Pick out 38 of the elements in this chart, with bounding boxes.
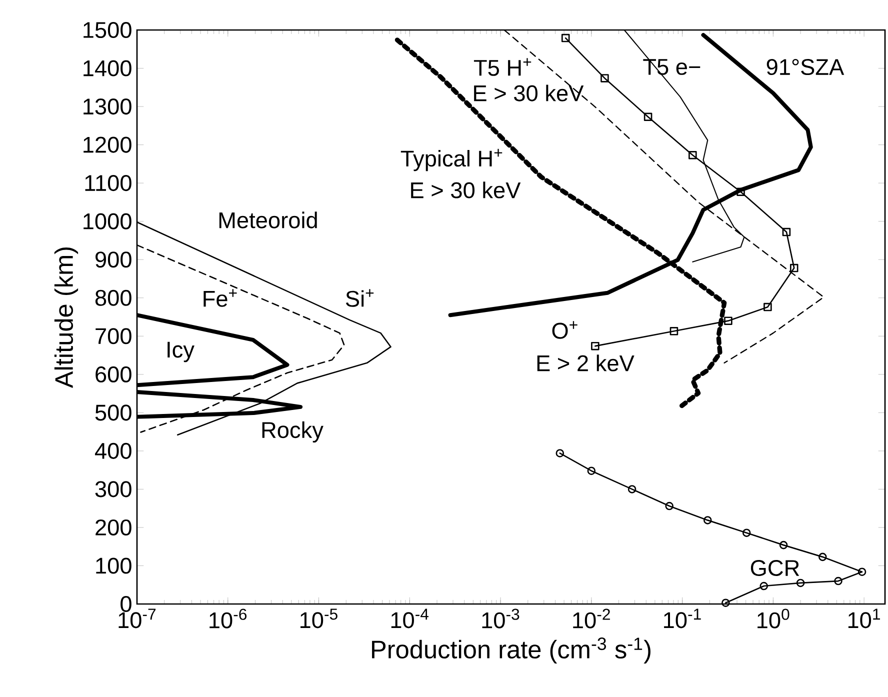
y-tick-label: 500 (95, 404, 132, 421)
annotation: Fe$^{+}$ (204, 289, 237, 307)
y-tick-label: 1300 (84, 98, 132, 115)
x-tick-label: 10$^{1}$ (848, 608, 880, 628)
annotation: E > 30 keV (474, 84, 584, 102)
annotation: GCR (750, 560, 800, 576)
y-tick-label: 100 (96, 558, 132, 574)
y-tick-label: 1400 (84, 60, 132, 76)
annotation: E > 30 keV (411, 182, 521, 198)
x-tick-label: 10$^{0}$ (758, 608, 790, 628)
x-tick-label: 10$^{-6}$ (210, 608, 247, 628)
x-axis-title: Production rate (cm$^{-3}$ s$^{-1}$) (372, 638, 650, 664)
y-tick-label: 400 (94, 442, 132, 459)
annotation: Si$^{+}$ (346, 289, 374, 307)
y-tick-label: 1100 (85, 175, 132, 192)
annotation: Meteoroid (219, 212, 317, 228)
annotation: 91°SZA (766, 58, 844, 76)
y-tick-label: 1200 (84, 136, 132, 153)
x-tick-label: 10$^{-4}$ (391, 608, 429, 628)
y-tick-label: 900 (96, 252, 132, 268)
y-tick-label: 200 (96, 519, 132, 536)
annotation: Typical H$^{+}$ (400, 148, 502, 172)
x-tick-label: 10$^{-1}$ (664, 608, 701, 628)
x-tick-label: 10$^{-2}$ (573, 608, 610, 628)
x-tick-label: 10$^{-3}$ (482, 608, 520, 628)
x-tick-label: 10$^{-5}$ (300, 608, 338, 628)
y-tick-label: 300 (95, 481, 132, 498)
annotation: T5 H$^{+}$ (474, 58, 532, 76)
y-tick-label: 1000 (84, 213, 132, 230)
y-tick-label: 600 (96, 366, 132, 382)
annotation: O$^{+}$ (552, 321, 578, 339)
y-tick-label: 1500 (84, 22, 132, 38)
y-tick-label: 800 (95, 290, 132, 306)
y-axis-title: Altitude (km) (54, 248, 78, 388)
annotation: Rocky (262, 421, 324, 443)
annotation: Icy (168, 342, 194, 362)
annotation: E > 2 keV (537, 354, 634, 372)
y-tick-label: 700 (96, 328, 132, 344)
